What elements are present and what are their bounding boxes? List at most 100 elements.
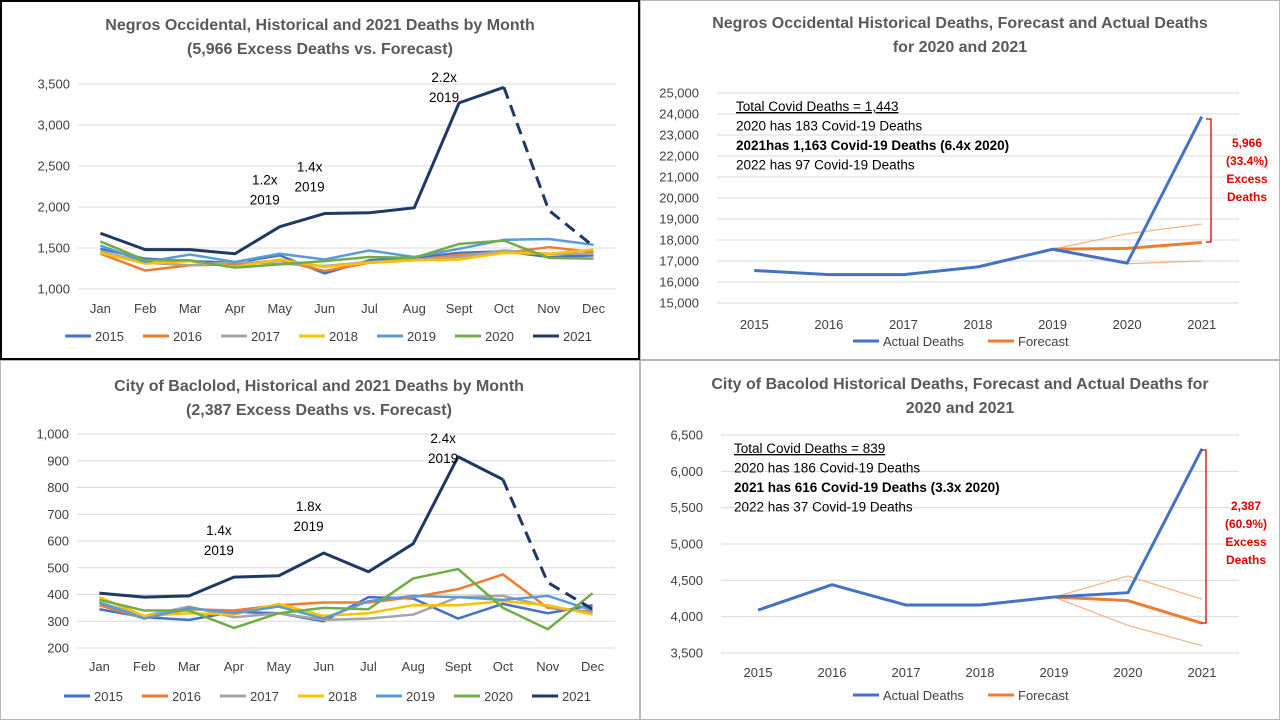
- x-tick-label: Aug: [403, 301, 426, 316]
- excess-label: 2,387: [1231, 499, 1261, 513]
- excess-label: Deaths: [1226, 553, 1266, 567]
- y-tick-label: 200: [47, 641, 69, 656]
- chart-panel-bacolod-annual: City of Bacolod Historical Deaths, Forec…: [640, 360, 1280, 720]
- legend-label: Actual Deaths: [883, 334, 964, 349]
- annotation-text: 2.4x: [430, 431, 456, 446]
- x-tick-label: 2018: [964, 317, 993, 332]
- legend-label: 2018: [329, 329, 358, 344]
- y-tick-label: 17,000: [659, 254, 699, 269]
- x-tick-label: 2015: [740, 317, 769, 332]
- x-tick-label: 2020: [1114, 665, 1143, 680]
- annotation-text: 2022 has 37 Covid-19 Deaths: [734, 500, 913, 515]
- y-tick-label: 24,000: [659, 107, 699, 122]
- x-tick-label: Feb: [133, 659, 155, 674]
- series-line-actual-deaths: [757, 448, 1204, 612]
- series-line-2020: [99, 239, 594, 269]
- legend-label: Forecast: [1018, 688, 1069, 703]
- annotation-text: Total Covid Deaths = 839: [734, 441, 885, 456]
- legend-label: 2015: [94, 689, 123, 704]
- series-line-2021-projected: [501, 478, 594, 611]
- y-tick-label: 300: [47, 614, 69, 629]
- y-tick-label: 400: [47, 587, 69, 602]
- y-tick-label: 18,000: [659, 233, 699, 248]
- annotation-text: 2022 has 97 Covid-19 Deaths: [736, 158, 915, 173]
- y-tick-label: 4,000: [670, 609, 703, 624]
- x-tick-label: Mar: [179, 301, 202, 316]
- x-tick-label: Jun: [314, 301, 335, 316]
- annotation-text: 2019: [428, 451, 458, 466]
- chart-subtitle: for 2020 and 2021: [893, 39, 1027, 56]
- series-line-forecast-upper: [1053, 575, 1203, 600]
- x-tick-label: 2016: [814, 317, 843, 332]
- x-tick-label: 2017: [892, 665, 921, 680]
- y-tick-label: 3,000: [37, 118, 70, 133]
- excess-label: (60.9%): [1225, 517, 1267, 531]
- excess-label: 5,966: [1232, 136, 1262, 150]
- annotation-text: 2019: [295, 180, 325, 195]
- annotation-text: 2019: [294, 519, 324, 534]
- chart-panel-negros-monthly: Negros Occidental, Historical and 2021 D…: [0, 0, 640, 360]
- x-tick-label: May: [266, 659, 291, 674]
- x-tick-label: Apr: [224, 659, 245, 674]
- annotation-text: 2019: [429, 90, 459, 105]
- y-tick-label: 3,500: [670, 646, 703, 661]
- chart-title: City of Bacolod Historical Deaths, Forec…: [711, 376, 1208, 393]
- annotation-text: Total Covid Deaths = 1,443: [736, 99, 898, 114]
- series-line-forecast-lower: [1053, 596, 1203, 647]
- y-tick-label: 600: [47, 534, 69, 549]
- legend-label: Actual Deaths: [883, 688, 964, 703]
- excess-bracket: [1201, 449, 1207, 624]
- chart-subtitle: (5,966 Excess Deaths vs. Forecast): [187, 41, 453, 58]
- y-tick-label: 21,000: [659, 170, 699, 185]
- chart-title: Negros Occidental, Historical and 2021 D…: [105, 17, 534, 34]
- chart-panel-bacolod-monthly: City of Baclolod, Historical and 2021 De…: [0, 360, 640, 720]
- y-tick-label: 22,000: [659, 149, 699, 164]
- x-tick-label: Oct: [494, 301, 515, 316]
- series-line-actual-deaths: [754, 116, 1204, 277]
- chart-bacolod-monthly: City of Baclolod, Historical and 2021 De…: [36, 378, 615, 704]
- y-tick-label: 2,000: [37, 200, 70, 215]
- y-tick-label: 3,500: [37, 77, 70, 92]
- chart-negros-annual: Negros Occidental Historical Deaths, For…: [659, 15, 1268, 349]
- excess-label: Deaths: [1227, 190, 1267, 204]
- chart-negros-monthly: Negros Occidental, Historical and 2021 D…: [37, 17, 616, 344]
- series-line-2019: [99, 237, 594, 264]
- x-tick-label: Oct: [493, 659, 514, 674]
- chart-bacolod-annual: City of Bacolod Historical Deaths, Forec…: [670, 376, 1267, 703]
- x-tick-label: Nov: [537, 301, 561, 316]
- series-line-forecast-upper: [1052, 223, 1202, 250]
- chart-title: Negros Occidental Historical Deaths, For…: [712, 15, 1208, 32]
- x-tick-label: Dec: [582, 301, 606, 316]
- y-tick-label: 5,500: [670, 500, 703, 515]
- x-tick-label: Jan: [89, 659, 110, 674]
- legend-label: 2019: [406, 689, 435, 704]
- x-tick-label: 2019: [1040, 665, 1069, 680]
- legend-label: 2021: [563, 329, 592, 344]
- y-tick-label: 15,000: [659, 296, 699, 311]
- x-tick-label: 2015: [744, 665, 773, 680]
- legend-label: Forecast: [1018, 334, 1069, 349]
- x-tick-label: Sept: [446, 301, 473, 316]
- y-tick-label: 500: [47, 560, 69, 575]
- annotation-text: 2019: [250, 193, 280, 208]
- y-tick-label: 5,000: [670, 537, 703, 552]
- x-tick-label: Aug: [402, 659, 425, 674]
- series-line-2018: [98, 596, 593, 618]
- annotation-text: 2019: [204, 543, 234, 558]
- annotation-text: 1.4x: [206, 523, 232, 538]
- legend-label: 2016: [173, 329, 202, 344]
- x-tick-label: Dec: [581, 659, 605, 674]
- x-tick-label: 2021: [1187, 317, 1216, 332]
- annotation-text: 2021has 1,163 Covid-19 Deaths (6.4x 2020…: [736, 138, 1009, 153]
- annotation-text: 2021 has 616 Covid-19 Deaths (3.3x 2020): [734, 480, 1000, 495]
- annotation-text: 2020 has 186 Covid-19 Deaths: [734, 461, 920, 476]
- y-tick-label: 1,500: [37, 241, 70, 256]
- chart-subtitle: 2020 and 2021: [906, 400, 1015, 417]
- legend-label: 2021: [562, 689, 591, 704]
- legend-label: 2017: [251, 329, 280, 344]
- x-tick-label: 2020: [1113, 317, 1142, 332]
- x-tick-label: Jun: [313, 659, 334, 674]
- x-tick-label: Mar: [178, 659, 201, 674]
- y-tick-label: 6,000: [670, 464, 703, 479]
- x-tick-label: 2021: [1188, 665, 1217, 680]
